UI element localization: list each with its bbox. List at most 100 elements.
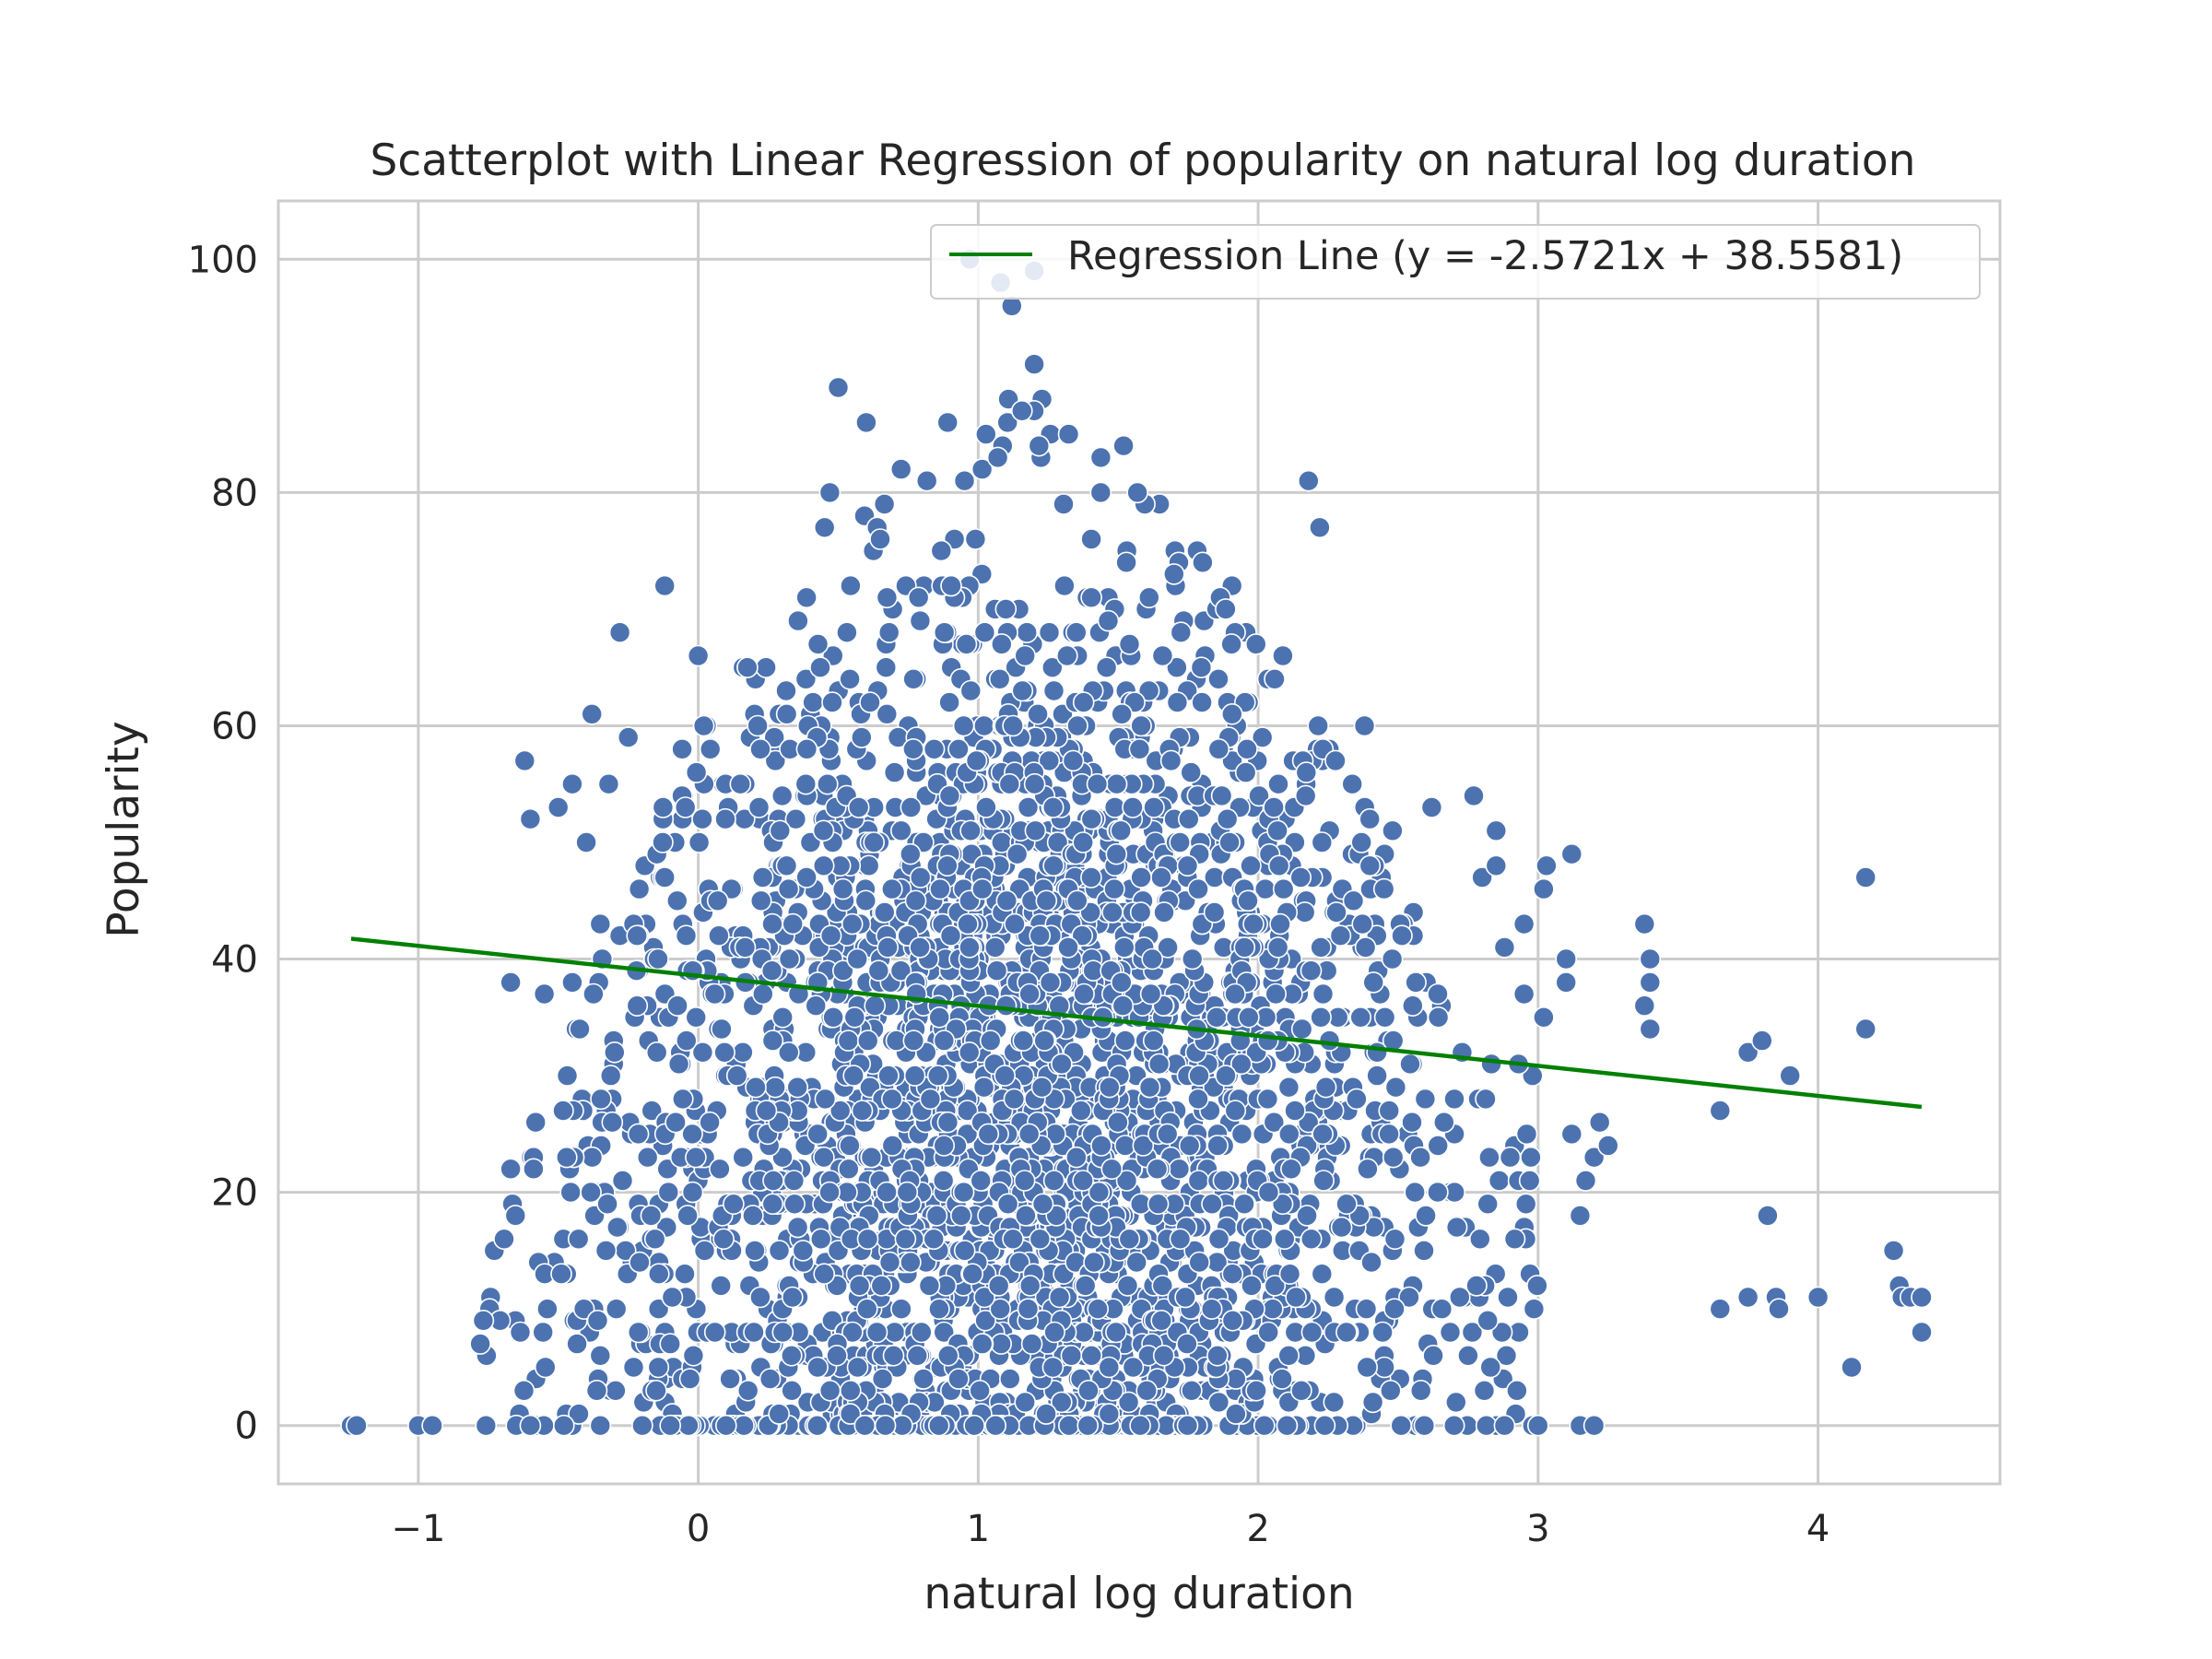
data-point [1042,854,1065,877]
data-point [1038,749,1061,772]
data-point [713,1041,735,1064]
data-point [675,1030,698,1052]
data-point [1221,1310,1244,1332]
data-point [732,1146,755,1169]
data-point [524,1111,547,1134]
data-point [659,1414,682,1437]
data-point [847,796,870,818]
data-point [606,1216,629,1239]
data-point [723,1193,745,1216]
data-point [1115,551,1137,574]
data-point [1013,1170,1036,1192]
y-axis-label: Popularity [99,721,149,938]
data-point [532,1321,555,1344]
data-point [846,947,869,971]
data-point [559,1181,582,1204]
data-point [1058,1414,1080,1437]
data-point [787,609,809,632]
data-point [1309,516,1331,539]
data-point [693,1240,716,1262]
data-point [1065,1146,1088,1169]
data-point [973,621,996,644]
data-point [1166,656,1188,679]
data-point [1150,1310,1172,1332]
data-point [1409,1380,1432,1402]
data-point [794,772,818,795]
data-point [1272,877,1295,900]
regression-layer [350,936,1923,1110]
data-point [1349,1006,1371,1029]
data-point [1072,691,1095,713]
data-point [1170,621,1193,644]
data-point [1207,1391,1230,1414]
data-point [959,936,981,959]
data-point [1391,924,1413,947]
data-point [622,1356,645,1379]
data-point [599,1065,622,1087]
data-point [1533,877,1555,900]
data-point [855,1298,878,1320]
data-point [1181,1380,1203,1402]
data-point [1478,1146,1500,1169]
data-point [566,1333,588,1355]
data-point [855,411,877,434]
data-point [653,866,677,888]
data-point [1276,1414,1299,1437]
data-point [692,714,715,737]
data-point [688,831,711,853]
data-point [534,1356,557,1379]
data-point [1151,644,1174,667]
data-point [674,1263,696,1285]
data-point [1314,1076,1337,1099]
data-point [1493,1414,1516,1437]
data-point [1187,1170,1210,1192]
data-point [1324,749,1347,772]
data-point [937,1345,959,1367]
data-point [736,1380,759,1402]
data-point [1070,1100,1092,1122]
data-point [1157,936,1179,959]
data-point [1311,831,1334,853]
data-point [781,1380,803,1402]
data-point [581,1146,604,1169]
data-point [1335,1321,1358,1344]
data-point [1439,1321,1462,1344]
data-point [1135,1380,1158,1402]
data-point [1506,1380,1528,1402]
data-point [786,1216,809,1239]
data-point [1242,912,1265,935]
data-point [643,1228,666,1251]
data-point [900,796,923,818]
data-point [1560,842,1583,865]
data-point [1443,1088,1465,1111]
data-point [1041,796,1065,818]
data-point [989,1298,1011,1320]
data-point [743,1321,765,1344]
data-point [814,1088,837,1111]
data-point [1911,1286,1933,1309]
data-point [1477,1193,1499,1216]
data-point [925,1205,948,1227]
data-point [831,959,854,982]
data-point [1041,1356,1065,1379]
data-point [902,737,924,760]
data-point [812,819,835,842]
data-point [1103,877,1125,900]
data-point [839,1403,862,1425]
data-point [939,924,962,947]
data-point [1138,586,1160,609]
data-point [533,982,556,1006]
data-point [677,1205,699,1227]
data-point [475,1414,498,1437]
data-point [1289,866,1312,888]
data-point [1190,656,1213,679]
data-point [874,1414,897,1437]
data-point [1560,1123,1583,1146]
data-point [853,1414,877,1437]
data-point [1236,737,1258,760]
data-point [1089,481,1112,504]
data-point [1216,807,1239,830]
data-point [996,1193,1019,1216]
data-point [1023,772,1046,795]
data-point [552,1414,575,1437]
